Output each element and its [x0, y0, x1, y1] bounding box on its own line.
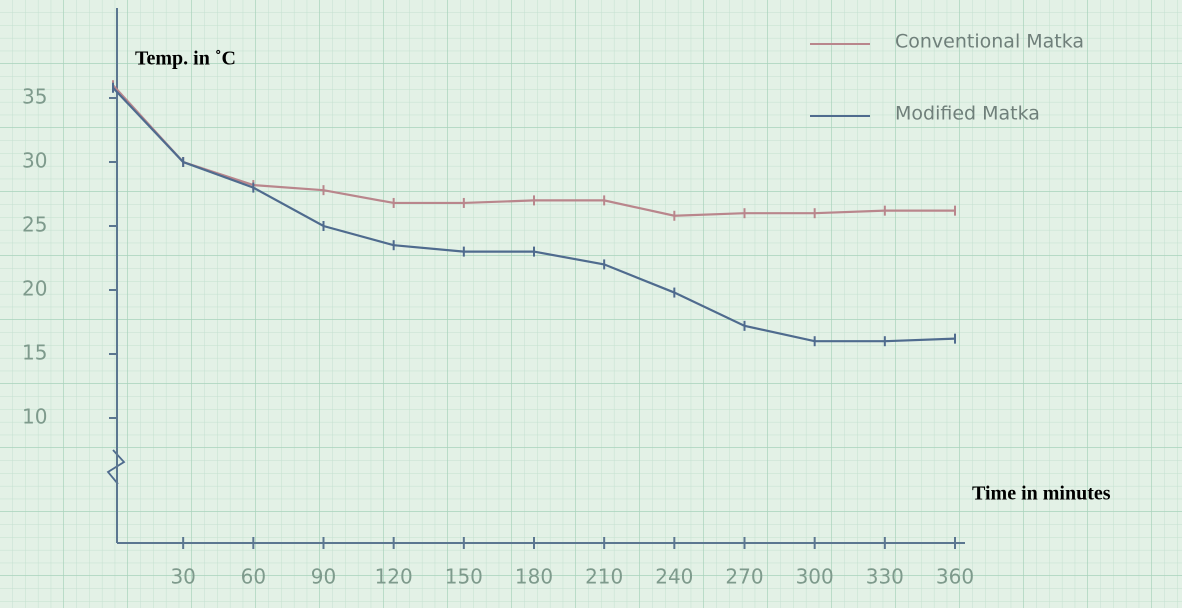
y-tick-label: 20	[22, 277, 47, 301]
page: Temp. in ˚C Time in minutes 10 15 20 25 30 35…	[0, 0, 1182, 608]
chart: Temp. in ˚C Time in minutes 10 15 20 25 30 35…	[0, 0, 1182, 608]
x-tick-label: 270	[725, 565, 763, 589]
y-axis-label: Temp. in ˚C	[135, 48, 236, 70]
y-tick-label: 15	[22, 341, 47, 365]
x-tick-label: 120	[375, 565, 413, 589]
x-tick-label: 210	[585, 565, 623, 589]
legend-label: Modified Matka	[895, 103, 1040, 125]
x-tick-label: 180	[515, 565, 553, 589]
x-tick-label: 60	[241, 565, 266, 589]
y-tick-label: 25	[22, 213, 47, 237]
x-tick-label: 360	[936, 565, 974, 589]
x-axis-label: Time in minutes	[972, 483, 1111, 505]
legend-label: Conventional Matka	[895, 31, 1084, 53]
graph-paper	[0, 0, 1182, 608]
x-tick-label: 240	[655, 565, 693, 589]
x-tick-label: 330	[866, 565, 904, 589]
x-tick-label: 150	[445, 565, 483, 589]
x-tick-label: 30	[170, 565, 195, 589]
y-tick-label: 35	[22, 85, 47, 109]
x-tick-label: 300	[796, 565, 834, 589]
x-tick-label: 90	[311, 565, 336, 589]
y-tick-label: 10	[22, 405, 47, 429]
y-tick-label: 30	[22, 149, 47, 173]
